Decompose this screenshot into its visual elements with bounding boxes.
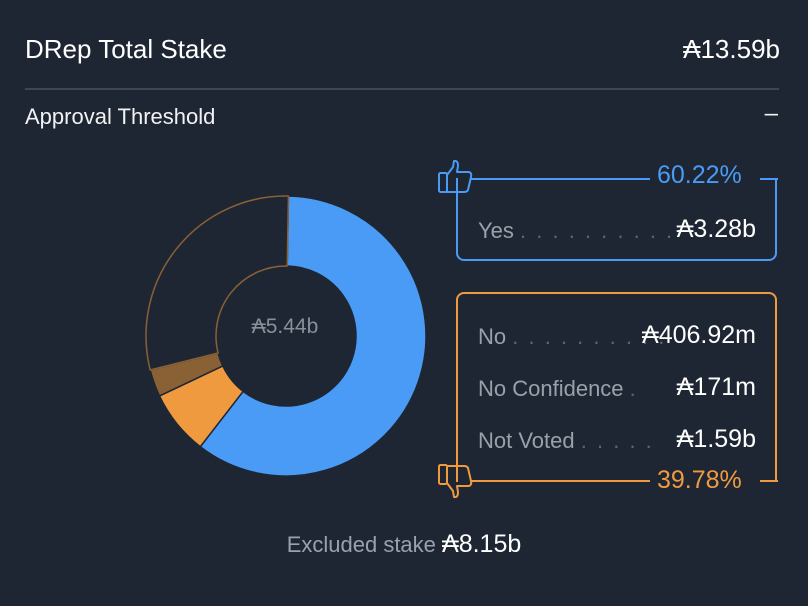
not-voted-dots: . . . . . xyxy=(580,428,654,453)
no-label: No xyxy=(478,324,507,349)
approval-threshold-label: Approval Threshold xyxy=(25,104,216,129)
thumbs-up-icon xyxy=(436,158,476,201)
no-percentage: 39.78% xyxy=(651,466,748,495)
yes-dots: . . . . . . . . . . xyxy=(520,218,675,243)
not-voted-row: Not Voted . . . . . ₳1.59b xyxy=(478,425,756,454)
no-confidence-row: No Confidence . ₳171m xyxy=(478,373,756,402)
thumbs-down-icon xyxy=(436,462,476,505)
page-title: DRep Total Stake xyxy=(25,34,227,64)
no-panel xyxy=(456,292,777,482)
yes-percentage: 60.22% xyxy=(651,161,748,190)
not-voted-label: Not Voted xyxy=(478,428,575,453)
no-confidence-dots: . xyxy=(629,376,638,401)
excluded-stake-value: ₳8.15b xyxy=(442,530,522,558)
total-stake-value: ₳13.59b xyxy=(683,34,780,64)
no-value: ₳406.92m xyxy=(642,321,756,349)
approval-threshold-row[interactable]: Approval Threshold – xyxy=(25,100,780,134)
yes-value: ₳3.28b xyxy=(676,215,756,243)
no-connector-line xyxy=(470,480,650,482)
no-row: No . . . . . . . . . . ₳406.92m xyxy=(478,321,756,350)
donut-center-label: ₳5.44b xyxy=(251,315,319,338)
yes-label: Yes xyxy=(478,218,514,243)
yes-panel xyxy=(456,178,777,261)
no-dots: . . . . . . . . . . xyxy=(512,324,667,349)
no-confidence-value: ₳171m xyxy=(676,373,756,401)
no-confidence-label: No Confidence xyxy=(478,376,624,401)
no-connector-line-end xyxy=(760,480,778,482)
yes-row: Yes . . . . . . . . . . ₳3.28b xyxy=(478,215,756,244)
yes-connector-line-end xyxy=(760,178,778,180)
donut-slice-not-voted xyxy=(145,195,290,371)
excluded-stake-label: Excluded stake xyxy=(286,532,436,557)
donut-slice-yes xyxy=(199,195,427,477)
divider xyxy=(25,88,779,90)
yes-connector-line xyxy=(470,178,650,180)
collapse-toggle-button[interactable]: – xyxy=(764,100,778,127)
stake-donut-chart xyxy=(145,195,427,477)
not-voted-value: ₳1.59b xyxy=(676,425,756,453)
header: DRep Total Stake ₳13.59b xyxy=(25,28,780,72)
excluded-stake: Excluded stake ₳8.15b xyxy=(0,530,808,559)
